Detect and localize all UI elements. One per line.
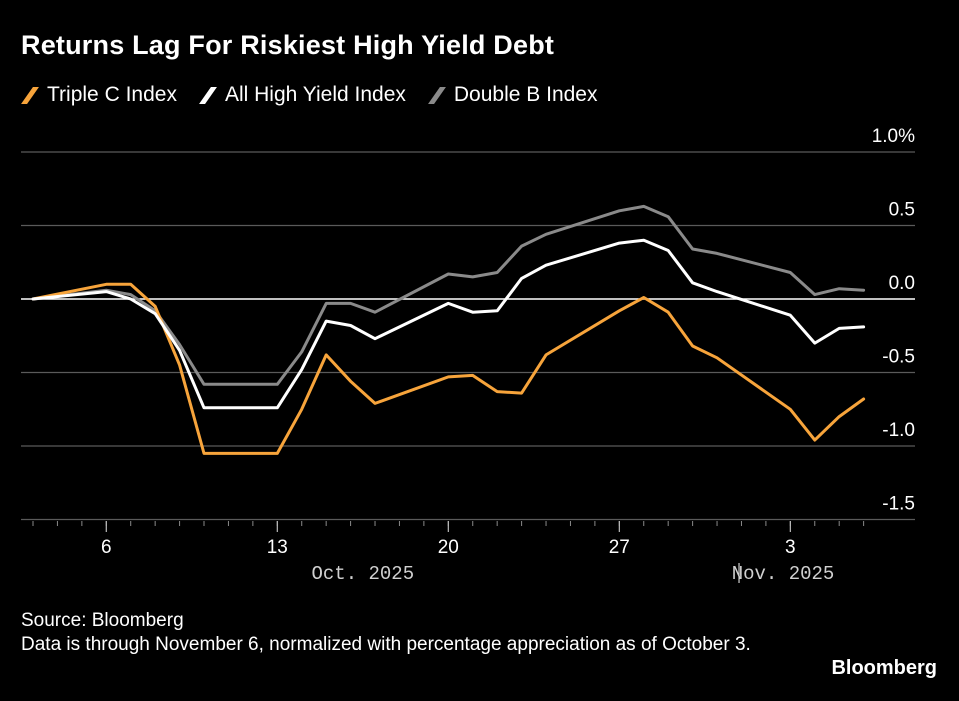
y-tick-label: 0.5 [889, 200, 915, 221]
x-tick-label: 6 [101, 537, 112, 558]
series-line-triple-c-index [31, 282, 866, 455]
legend-item-all-high-yield: All High Yield Index [198, 83, 406, 107]
y-tick-label: 0.0 [889, 273, 915, 294]
legend-label-double-b: Double B Index [453, 83, 598, 106]
source-note: Source: Bloomberg [21, 610, 184, 631]
legend: Triple C Index All High Yield Index Doub… [21, 83, 620, 107]
series-line-double-b-index [31, 204, 866, 386]
x-tick-label: 20 [438, 537, 459, 558]
x-tick-label: 27 [609, 537, 630, 558]
data-note: Data is through November 6, normalized w… [21, 634, 751, 655]
y-tick-label: -1.5 [882, 494, 915, 515]
month-label: Oct. 2025 [311, 563, 414, 585]
month-label: Nov. 2025 [732, 563, 835, 585]
chart-footer: Source: Bloomberg Data is through Novemb… [21, 609, 801, 657]
y-tick-label: 1.0% [872, 126, 915, 147]
y-tick-label: -0.5 [882, 347, 915, 368]
series-line-all-high-yield-index [31, 238, 866, 410]
x-tick-label: 13 [267, 537, 288, 558]
legend-label-triple-c: Triple C Index [47, 83, 177, 106]
legend-label-all-high-yield: All High Yield Index [224, 83, 406, 106]
y-tick-label: -1.0 [882, 420, 915, 441]
x-tick-label: 3 [785, 537, 796, 558]
legend-item-triple-c: Triple C Index [21, 83, 177, 107]
bloomberg-logo: Bloomberg [831, 657, 937, 679]
legend-item-double-b: Double B Index [427, 83, 598, 107]
chart-title: Returns Lag For Riskiest High Yield Debt [21, 30, 555, 60]
